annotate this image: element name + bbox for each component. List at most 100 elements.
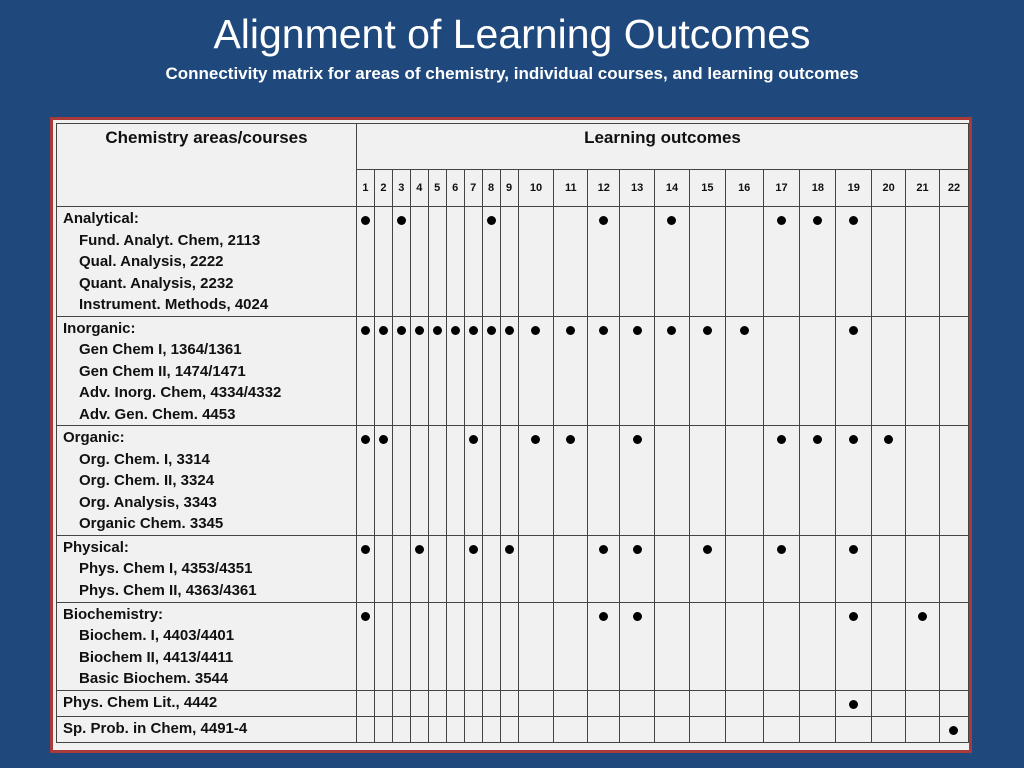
matrix-cell (445, 425, 465, 536)
alignment-dot (566, 325, 576, 335)
matrix-frame: Chemistry areas/courses Learning outcome… (50, 117, 972, 753)
area-name: Biochemistry: (63, 605, 164, 623)
matrix-cell (517, 601, 555, 691)
matrix-cell (553, 315, 589, 426)
matrix-cell (481, 534, 501, 603)
matrix-cell (499, 715, 519, 743)
matrix-cell (938, 534, 970, 603)
matrix-cell (799, 315, 837, 426)
matrix-cell (654, 715, 690, 743)
matrix-cell (553, 534, 589, 603)
matrix-cell (654, 601, 690, 691)
matrix-cell (499, 689, 519, 717)
matrix-cell (409, 534, 429, 603)
matrix-cell (905, 601, 940, 691)
alignment-dot (468, 325, 478, 335)
matrix-cell (445, 315, 465, 426)
area-label-cell: Physical: Phys. Chem I, 4353/4351 Phys. Ch… (56, 534, 357, 603)
alignment-dot (531, 435, 541, 444)
matrix-cell (905, 715, 940, 743)
matrix-cell (499, 206, 519, 317)
matrix-cell (654, 425, 690, 536)
alignment-dot (777, 544, 787, 554)
alignment-dot (414, 325, 424, 335)
alignment-dot (486, 325, 496, 335)
area-row: Phys. Chem Lit., 4442 (56, 689, 970, 717)
matrix-cell (409, 315, 429, 426)
outcome-number: 6 (445, 168, 465, 208)
matrix-cell (445, 534, 465, 603)
alignment-dot (432, 325, 442, 335)
matrix-cell (799, 534, 837, 603)
matrix-cell (938, 601, 970, 691)
matrix-cell (373, 534, 393, 603)
matrix-cell (373, 715, 393, 743)
alignment-dot (414, 544, 424, 554)
matrix-cell (688, 715, 726, 743)
matrix-cell (427, 689, 447, 717)
alignment-dot (360, 544, 370, 554)
matrix-cell (517, 689, 555, 717)
matrix-cell (355, 315, 375, 426)
matrix-cell (724, 601, 764, 691)
course-name: Quant. Analysis, 2232 (79, 274, 234, 292)
matrix-cell (905, 315, 940, 426)
alignment-dot (632, 544, 642, 554)
slide-subtitle: Connectivity matrix for areas of chemist… (165, 64, 859, 83)
alignment-dot (632, 325, 642, 335)
matrix-cell (688, 534, 726, 603)
matrix-cell (724, 206, 764, 317)
matrix-cell (799, 206, 837, 317)
outcome-number: 12 (587, 168, 621, 208)
matrix-cell (517, 534, 555, 603)
area-name: Physical: (63, 538, 129, 556)
outcome-number: 22 (938, 168, 970, 208)
matrix-cell (835, 534, 873, 603)
alignment-dot (667, 325, 677, 335)
alignment-dot (777, 435, 787, 444)
matrix-cell (688, 601, 726, 691)
outcome-number: 11 (553, 168, 589, 208)
alignment-dot (813, 435, 823, 444)
outcome-number: 16 (724, 168, 764, 208)
alignment-dot (599, 544, 609, 554)
matrix-cell (355, 689, 375, 717)
matrix-cell (553, 601, 589, 691)
matrix-cell (938, 425, 970, 536)
matrix-cell (481, 425, 501, 536)
matrix-cell (409, 715, 429, 743)
alignment-dot (396, 325, 406, 335)
area-name: Phys. Chem Lit., 4442 (63, 693, 218, 711)
alignment-dot (632, 611, 642, 621)
course-name: Adv. Inorg. Chem, 4334/4332 (79, 384, 282, 401)
outcome-number: 18 (799, 168, 837, 208)
matrix-cell (799, 601, 837, 691)
matrix-cell (871, 689, 907, 717)
matrix-cell (373, 315, 393, 426)
matrix-cell (463, 689, 483, 717)
matrix-cell (905, 206, 940, 317)
matrix-cell (553, 715, 589, 743)
outcome-number: 3 (391, 168, 411, 208)
course-name: Gen Chem II, 1474/1471 (79, 362, 246, 380)
course-name: Org. Chem. I, 3314 (79, 450, 210, 468)
matrix-cell (409, 601, 429, 691)
alignment-dot (468, 435, 478, 444)
matrix-cell (517, 315, 555, 426)
matrix-cell (391, 715, 411, 743)
outcome-number: 1 (355, 168, 375, 208)
outcome-number: 7 (463, 168, 483, 208)
matrix-cell (724, 689, 764, 717)
matrix-cell (427, 206, 447, 317)
area-name: Inorganic: (63, 319, 136, 337)
area-label-cell: Sp. Prob. in Chem, 4491-4 (56, 715, 357, 743)
area-row: Physical: Phys. Chem I, 4353/4351 Phys. Ch… (56, 534, 970, 603)
area-row: Analytical: Fund. Analyt. Chem, 2113 Qual.… (56, 206, 970, 317)
alignment-dot (702, 325, 712, 335)
matrix-cell (499, 601, 519, 691)
matrix-cell (587, 315, 621, 426)
area-name: Sp. Prob. in Chem, 4491-4 (63, 719, 248, 737)
course-name: Phys. Chem II, 4363/4361 (79, 581, 257, 599)
area-label-cell: Analytical: Fund. Analyt. Chem, 2113 Qual.… (56, 206, 357, 317)
matrix-cell (619, 715, 656, 743)
